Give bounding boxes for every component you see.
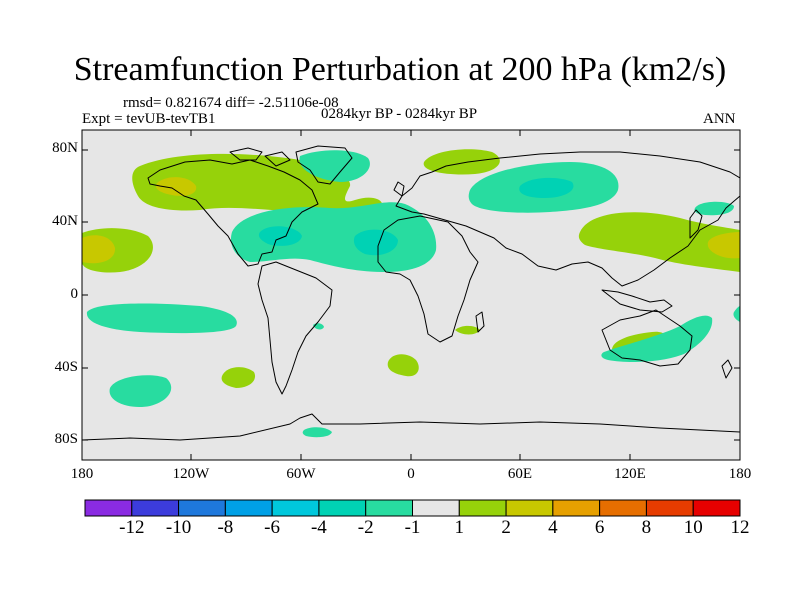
contour-negative-south-pacific (86, 303, 237, 334)
contour-positive-east-pacific-core (82, 235, 116, 264)
contour-positive-west-pacific-core (707, 232, 740, 259)
rmsd-diff-stats: rmsd= 0.821674 diff= -2.51106e-08 (123, 95, 339, 111)
colorbar-box (599, 499, 647, 517)
colorbar-box (84, 499, 133, 517)
lon-label-120e: 120E (614, 466, 646, 482)
colorbar-label: -4 (310, 517, 327, 538)
coastline-antarctica (82, 413, 740, 441)
contour-negative-caribbean-core (258, 226, 302, 246)
colorbar-label: 2 (501, 517, 511, 538)
contour-negative-australia-east (601, 315, 713, 362)
contour-positive-arctic-europe (423, 149, 500, 175)
colorbar-label: 1 (454, 517, 465, 538)
coastline-indonesia (601, 289, 673, 313)
contour-negative-southern-pacific (109, 375, 172, 408)
axis-ticks (82, 130, 740, 460)
coastline-british-isles (393, 181, 405, 197)
coastline-greenland (295, 145, 353, 185)
lon-label-180e: 180 (728, 466, 752, 482)
lon-label-120w: 120W (172, 466, 210, 482)
colorbar-label: -12 (119, 517, 145, 538)
lon-label-0: 0 (407, 466, 415, 482)
coastline-south-america (257, 261, 333, 395)
streamfunction-contours (82, 149, 740, 438)
colorbar-box (365, 499, 413, 517)
colorbar (84, 499, 741, 517)
contour-negative-eurasia-core (519, 177, 574, 198)
colorbar-label: 4 (548, 517, 558, 538)
contour-positive-west-pacific (578, 212, 740, 272)
colorbar-box (271, 499, 320, 517)
plot-title: Streamfunction Perturbation at 200 hPa (… (73, 51, 727, 88)
colorbar-box (318, 499, 367, 517)
colorbar-label: -6 (264, 517, 280, 538)
coastline-eurasia (395, 151, 740, 287)
time-period-label: 0284kyr BP - 0284kyr BP (321, 106, 478, 122)
colorbar-label: 12 (730, 517, 750, 538)
coastline-north-america (147, 159, 319, 267)
colorbar-label: -1 (404, 517, 421, 538)
lon-label-180w: 180 (70, 466, 94, 482)
colorbar-box (505, 499, 554, 517)
lon-label-60e: 60E (507, 466, 533, 482)
coastline-arctic-islands (229, 147, 291, 167)
coastline-australia (601, 309, 693, 367)
colorbar-box (412, 499, 460, 517)
lat-label-40s: 40S (54, 359, 78, 375)
colorbar-box (224, 499, 273, 517)
contour-positive-canada-core (155, 177, 197, 196)
contour-negative-siberia (694, 201, 734, 216)
season-label: ANN (703, 111, 736, 127)
colorbar-label: -10 (165, 517, 192, 538)
lat-label-eq: 0 (70, 286, 79, 302)
contour-negative-atlantic (230, 202, 437, 272)
colorbar-label: 6 (594, 517, 605, 538)
colorbar-box (131, 499, 180, 517)
colorbar-box (692, 499, 741, 517)
lat-label-80s: 80S (54, 431, 78, 447)
lat-label-80n: 80N (52, 140, 78, 156)
contour-positive-indian-ocean (387, 354, 419, 377)
coastline-africa (377, 215, 479, 343)
colorbar-label: 10 (683, 517, 703, 538)
coastlines (82, 145, 740, 441)
contour-negative-antarctic (302, 427, 332, 438)
contour-positive-south-africa (455, 325, 480, 335)
colorbar-label: -8 (217, 517, 234, 538)
colorbar-label: 8 (641, 517, 652, 538)
colorbar-box (645, 499, 694, 517)
experiment-label: Expt = tevUB-tevTB1 (82, 111, 216, 127)
lat-label-40n: 40N (52, 213, 78, 229)
contour-positive-south-atlantic (221, 367, 256, 388)
lon-label-60w: 60W (286, 466, 316, 482)
colorbar-box (552, 499, 601, 517)
colorbar-label: -2 (357, 517, 374, 538)
coastline-madagascar (475, 311, 485, 333)
colorbar-box (458, 499, 507, 517)
coastline-new-zealand (721, 359, 733, 379)
contour-negative-africa-core (353, 229, 398, 256)
colorbar-box (178, 499, 226, 517)
contour-negative-tasman (733, 306, 740, 322)
coastline-japan (689, 209, 703, 239)
